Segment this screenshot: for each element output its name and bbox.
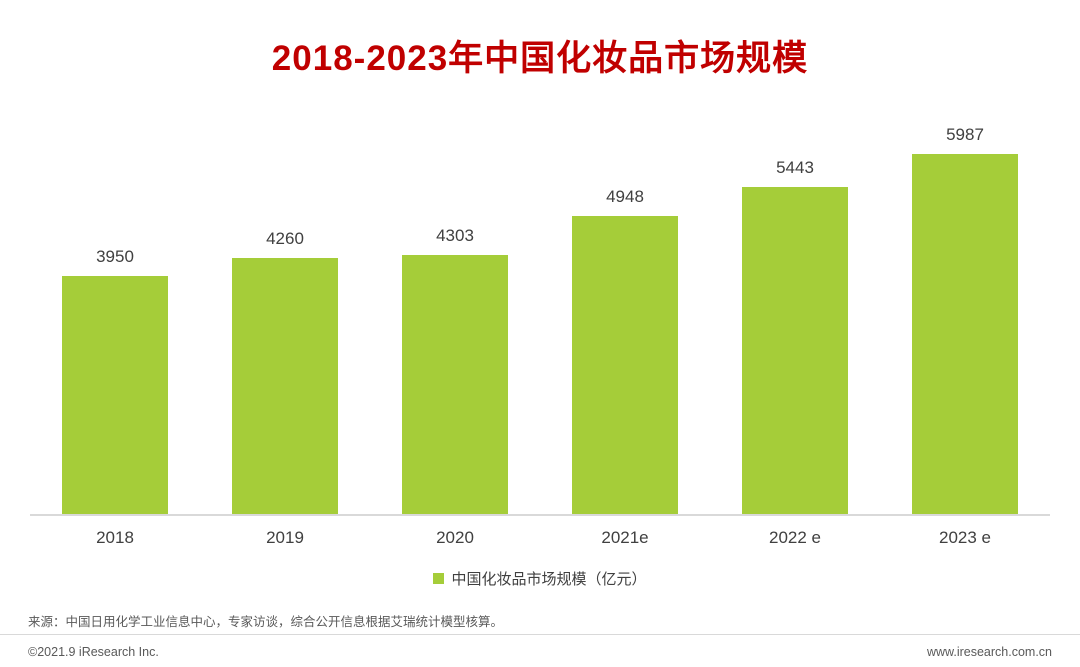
bar-group: 5987 <box>912 125 1018 514</box>
bar-group: 4260 <box>232 229 338 514</box>
x-axis-label: 2021e <box>601 528 649 547</box>
legend-label: 中国化妆品市场规模（亿元） <box>451 571 647 588</box>
bar <box>62 276 168 514</box>
x-axis-label: 2018 <box>96 528 134 547</box>
bar-chart-plot-area: 3950 4260 4303 4948 5443 5987 <box>0 109 1080 514</box>
bar-group: 4303 <box>402 226 508 514</box>
bar <box>912 154 1018 514</box>
x-axis-labels: 2018 2019 2020 2021e 2022 e 2023 e <box>0 528 1080 548</box>
footer-website: www.iresearch.com.cn <box>926 645 1052 659</box>
bar-value-label: 5443 <box>776 158 814 177</box>
x-axis-label: 2023 e <box>939 528 991 547</box>
source-note: 来源：中国日用化学工业信息中心，专家访谈，综合公开信息根据艾瑞统计模型核算。 <box>28 615 504 629</box>
x-axis-label: 2022 e <box>769 528 821 547</box>
bar-value-label: 4948 <box>606 187 644 206</box>
x-axis-label: 2019 <box>266 528 304 547</box>
bar-group: 3950 <box>62 247 168 514</box>
bar-value-label: 4260 <box>266 229 304 248</box>
bar <box>742 187 848 514</box>
footer-copyright: ©2021.9 iResearch Inc. <box>28 645 159 659</box>
bar-value-label: 4303 <box>436 226 474 245</box>
footer-divider <box>0 634 1080 635</box>
bar-value-label: 5987 <box>946 125 984 144</box>
bar-group: 5443 <box>742 158 848 514</box>
legend-swatch-icon <box>433 573 445 584</box>
bar <box>402 255 508 514</box>
bar <box>572 216 678 514</box>
page-title: 2018-2023年中国化妆品市场规模 <box>271 39 809 78</box>
chart-legend: 中国化妆品市场规模（亿元） <box>0 568 1080 589</box>
x-axis-label: 2020 <box>436 528 474 547</box>
bar <box>232 258 338 514</box>
bar-group: 4948 <box>572 187 678 514</box>
bar-value-label: 3950 <box>96 247 134 266</box>
x-axis-line <box>30 514 1050 516</box>
